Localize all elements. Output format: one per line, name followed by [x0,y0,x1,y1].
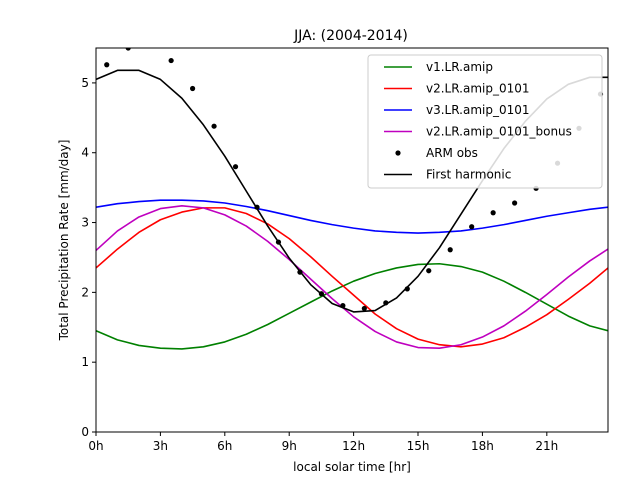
y-tick-label: 0 [81,425,89,439]
x-tick-label: 18h [471,439,494,453]
y-axis: 0 1 2 3 4 5 [81,76,96,439]
x-tick-label: 0h [88,439,103,453]
x-tick-label: 12h [342,439,365,453]
data-point-arm-obs [512,200,518,206]
legend-label: v2.LR.amip_0101 [426,82,530,96]
y-tick-label: 5 [81,76,89,90]
chart-title: JJA: (2004-2014) [293,28,408,44]
x-tick-label: 6h [217,439,232,453]
x-tick-label: 15h [407,439,430,453]
legend-swatch [395,150,401,156]
data-point-arm-obs [168,57,174,64]
data-point-arm-obs [125,48,131,51]
series-line-v2-lr-amip-0101 [96,207,608,348]
y-tick-label: 2 [81,285,89,299]
data-point-arm-obs [469,224,475,230]
x-axis-label: local solar time [hr] [293,460,411,474]
legend-box [367,54,603,189]
x-tick-label: 3h [153,439,168,453]
series-line-v1-lr-amip [96,262,608,350]
plot-frame [95,47,609,433]
series-line-v3-lr-amip-0101 [96,199,608,234]
x-tick-label: 21h [535,439,558,453]
legend-label: v2.LR.amip_0101_bonus [426,125,572,139]
data-point-arm-obs [190,85,196,92]
legend-label: ARM obs [426,146,478,160]
y-axis-label: Total Precipitation Rate [mm/day] [57,140,71,342]
y-tick-label: 1 [81,355,89,369]
y-tick-label: 3 [81,216,89,230]
legend-label: First harmonic [426,168,511,182]
data-point-arm-obs [426,268,432,274]
legend: v1.LR.amip v2.LR.amip_0101 v3.LR.amip_0101… [367,54,603,189]
data-point-arm-obs [490,210,496,216]
data-point-arm-obs [361,305,367,312]
legend-label: v3.LR.amip_0101 [426,103,530,117]
x-tick-label: 9h [282,439,297,453]
y-tick-label: 4 [81,146,89,160]
x-axis: 0h 3h 6h 9h 12h 15h 18h 21h [88,432,558,453]
data-point-arm-obs [232,164,239,170]
legend-label: v1.LR.amip [426,60,493,74]
data-point-arm-obs [211,123,217,129]
data-point-arm-obs [104,62,110,68]
series-line-v2-lr-amip-0101-bonus [96,204,608,350]
data-point-arm-obs [447,247,453,253]
